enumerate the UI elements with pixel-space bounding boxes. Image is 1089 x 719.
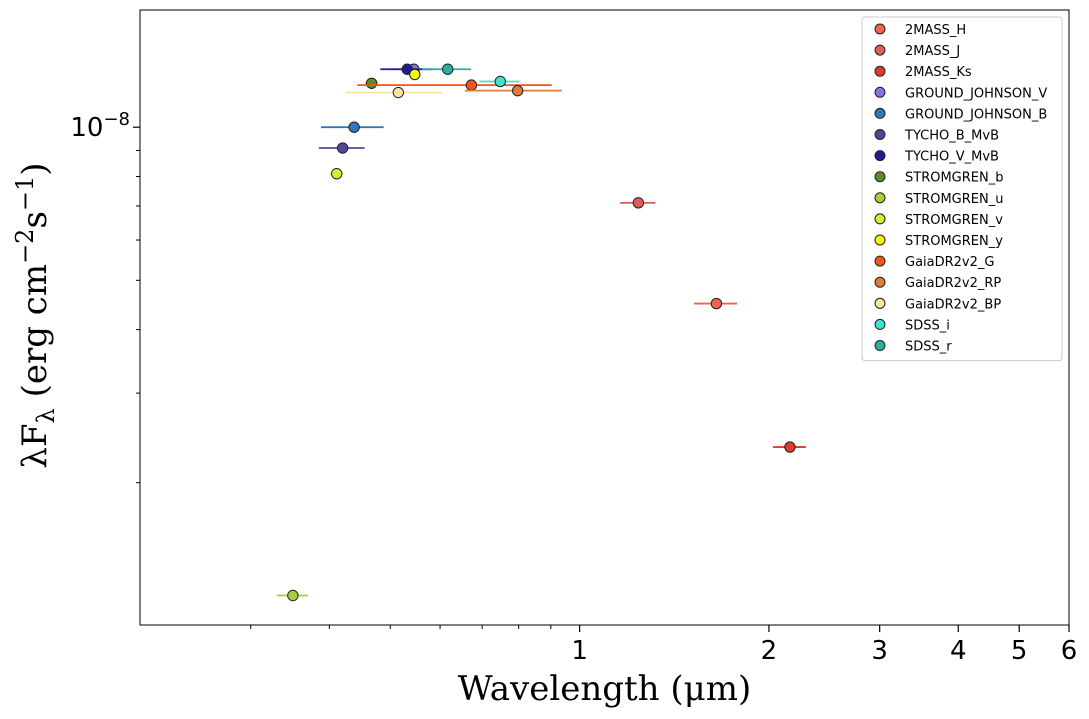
- legend-marker: [874, 255, 886, 267]
- legend-marker: [874, 276, 886, 288]
- plot-frame: [139, 9, 1070, 626]
- x-axis-label: Wavelength (μm): [458, 669, 751, 709]
- minor-ticks: [136, 149, 552, 629]
- legend-label: GaiaDR2v2_BP: [905, 297, 1001, 312]
- x-tick-label: 6: [1061, 636, 1078, 666]
- legend-label: 2MASS_J: [905, 44, 960, 59]
- data-point: [392, 86, 405, 99]
- data-point: [336, 142, 349, 154]
- legend-label: STROMGREN_v: [905, 213, 1003, 228]
- legend: 2MASS_H 2MASS_J 2MASS_Ks GROUND_JOHNSON_V GR…: [861, 16, 1063, 362]
- data-point: [784, 441, 796, 453]
- data-point: [409, 68, 421, 81]
- data-point: [331, 168, 343, 180]
- legend-marker: [874, 340, 886, 351]
- legend-label: 2MASS_H: [905, 23, 966, 38]
- data-point: [465, 79, 478, 91]
- legend-label: SDSS_i: [905, 318, 950, 333]
- x-tick-label: 3: [871, 636, 888, 666]
- y-tick-label: 10−8: [70, 109, 130, 143]
- legend-marker: [874, 65, 886, 77]
- data-point: [348, 121, 360, 133]
- x-tick-label: 5: [1011, 636, 1028, 666]
- legend-label: TYCHO_B_MvB: [904, 129, 999, 144]
- x-tick-label: 1: [571, 636, 588, 666]
- legend-label: GaiaDR2v2_RP: [905, 276, 1001, 291]
- legend-marker: [874, 23, 886, 35]
- legend-label: STROMGREN_u: [905, 192, 1003, 207]
- legend-label: GaiaDR2v2_G: [905, 255, 994, 270]
- legend-label: GROUND_JOHNSON_V: [905, 86, 1047, 101]
- data-point: [511, 84, 524, 97]
- data-point: [287, 589, 299, 602]
- legend-marker: [874, 150, 886, 162]
- data-point: [365, 77, 378, 89]
- legend-marker: [874, 318, 886, 330]
- legend-marker: [874, 192, 886, 204]
- data-point: [710, 297, 723, 310]
- x-tick-label: 4: [950, 636, 967, 666]
- x-tick-label: 2: [761, 636, 778, 666]
- legend-marker: [874, 129, 886, 140]
- data-point: [494, 75, 506, 88]
- data-point: [632, 197, 645, 209]
- legend-label: TYCHO_V_MvB: [904, 150, 999, 165]
- legend-marker: [874, 107, 886, 119]
- legend-marker: [874, 171, 886, 183]
- legend-marker: [874, 213, 886, 225]
- legend-label: SDSS_r: [905, 340, 952, 355]
- legend-marker: [874, 86, 886, 98]
- legend-marker: [874, 234, 886, 246]
- y-axis-label: λFλ (erg cm−2s−1): [11, 162, 60, 468]
- data-layer: [276, 63, 806, 602]
- legend-label: GROUND_JOHNSON_B: [905, 107, 1047, 122]
- legend-marker: [874, 297, 886, 309]
- legend-label: STROMGREN_b: [905, 171, 1003, 186]
- legend-label: STROMGREN_y: [905, 234, 1003, 249]
- legend-marker: [874, 44, 886, 56]
- major-ticks: 1 2 3 4 5 6 10−8: [70, 109, 1077, 666]
- data-point: [442, 63, 454, 75]
- legend-box: [861, 16, 1063, 362]
- legend-label: 2MASS_Ks: [905, 65, 972, 80]
